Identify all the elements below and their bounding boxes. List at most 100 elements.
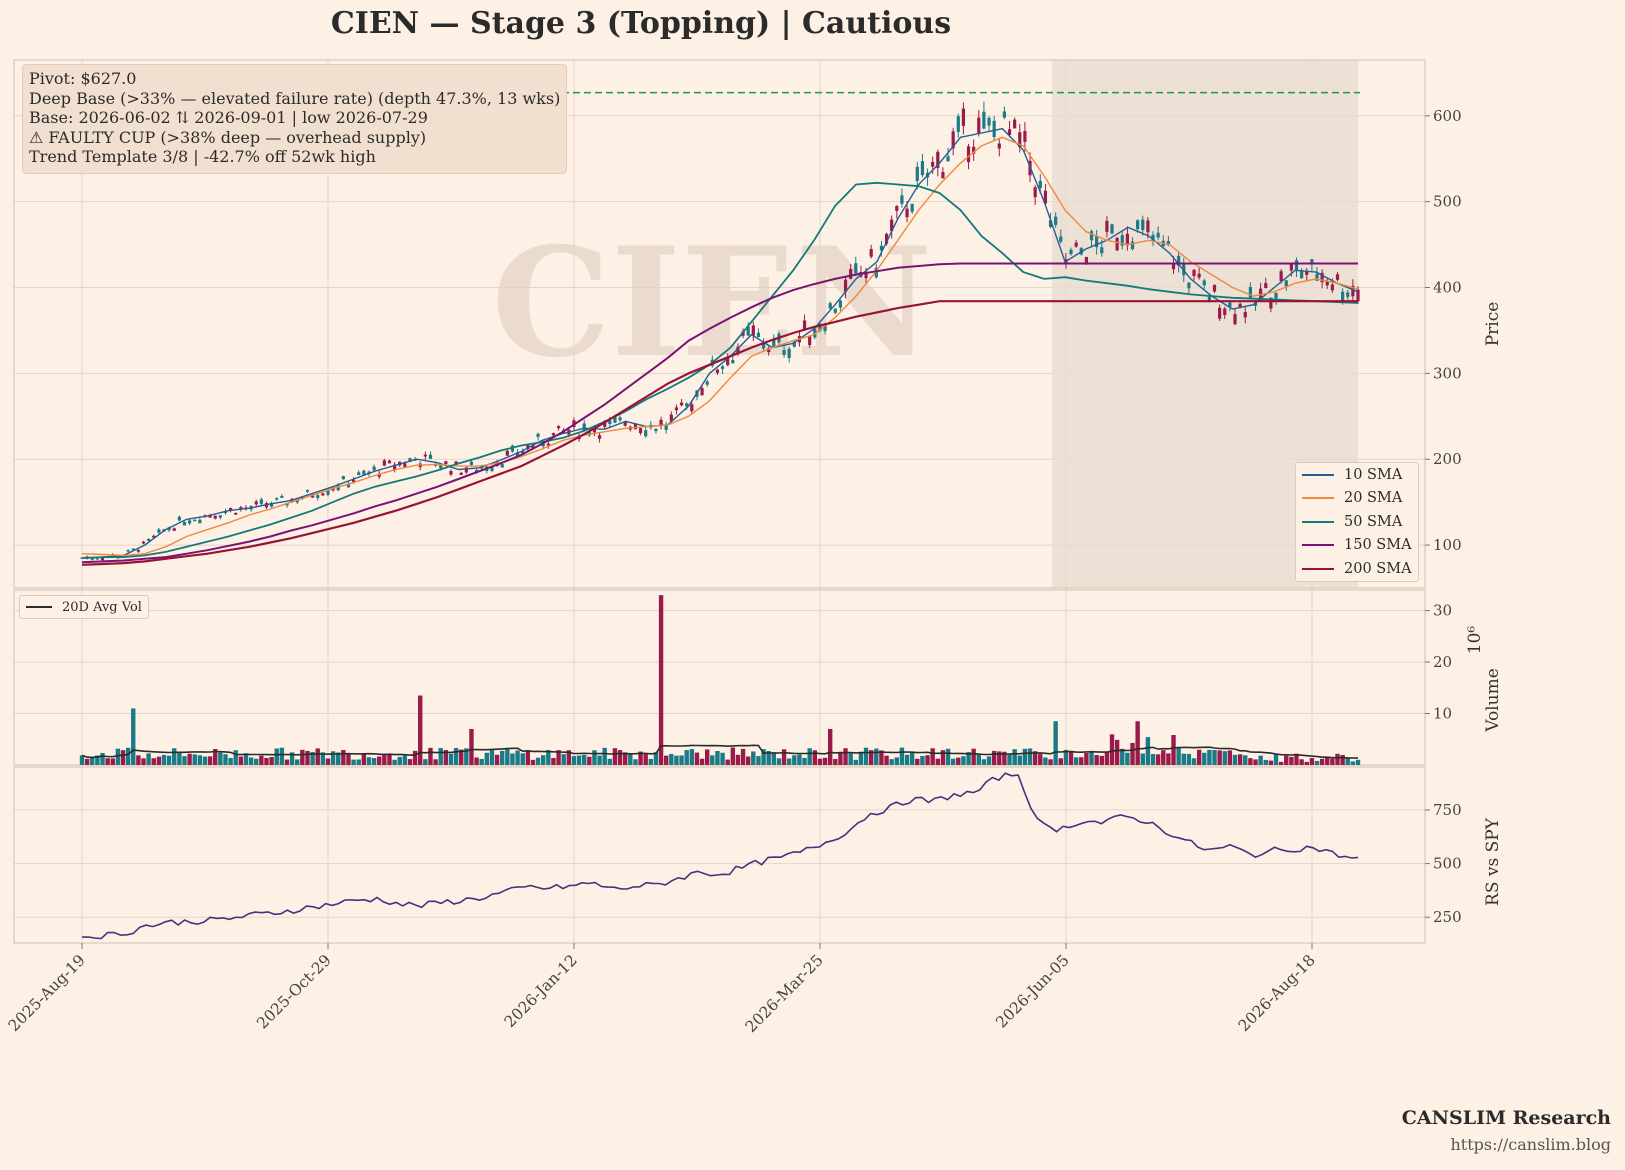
volume-bar (125, 747, 131, 765)
legend-sma20: 20 SMA (1296, 487, 1418, 511)
candle-body (1100, 247, 1104, 254)
candle-body (1243, 312, 1247, 318)
volume-bar (1299, 759, 1304, 765)
volume-bar (766, 751, 771, 765)
candle-body (172, 528, 176, 531)
volume-bar (940, 750, 946, 765)
volume-bar (459, 749, 464, 765)
volume-bar (115, 748, 121, 765)
volume-bar (1017, 755, 1022, 765)
volume-axis-label: Volume (1483, 668, 1503, 733)
candle-body (1043, 190, 1048, 204)
volume-bar (571, 756, 577, 765)
volume-bar (1248, 758, 1253, 765)
volume-bar (305, 750, 310, 765)
candle-body (346, 483, 351, 488)
volume-bar (233, 750, 238, 765)
candle-body (1084, 257, 1089, 264)
volume-bar (197, 755, 203, 765)
x-tick-label: 2026-Aug-18 (1235, 951, 1319, 1035)
volume-bar (443, 750, 449, 765)
volume-bar (950, 758, 956, 765)
candle-body (1120, 235, 1124, 246)
volume-bar (269, 757, 274, 765)
volume-bar (464, 748, 469, 765)
volume-bar (289, 752, 295, 765)
volume-bar (520, 753, 525, 765)
volume-bar (735, 754, 741, 765)
candle-body (1207, 296, 1211, 302)
volume-bar (1196, 749, 1202, 765)
volume-bar (1222, 751, 1227, 765)
candle-body (1146, 220, 1150, 233)
candle-body (623, 421, 627, 426)
volume-bar (1212, 750, 1217, 765)
price-tick-label: 600 (1433, 107, 1462, 125)
volume-legend: 20D Avg Vol (19, 595, 149, 619)
volume-bar (792, 755, 797, 765)
volume-bar (315, 748, 320, 765)
candle-body (1038, 180, 1042, 188)
candle-body (341, 476, 345, 480)
candle-body (1141, 219, 1145, 230)
volume-bar (279, 747, 285, 765)
candle-body (444, 461, 448, 464)
candle-body (751, 325, 755, 336)
sma150-line (81, 262, 1358, 564)
volume-bar (643, 754, 648, 765)
volume-bar (756, 756, 761, 765)
volume-bar (1038, 754, 1043, 765)
volume-bar (1048, 759, 1053, 765)
volume-bar (561, 754, 566, 765)
volume-bar (1073, 757, 1079, 765)
candle-body (500, 464, 504, 468)
volume-bar (1217, 750, 1222, 765)
x-tick-label: 2025-Aug-19 (5, 951, 89, 1035)
volume-bar (710, 755, 715, 765)
volume-bar (274, 748, 279, 765)
candle-body (305, 489, 310, 492)
volume-bar (997, 751, 1002, 765)
candle-body (1095, 236, 1099, 248)
x-tick-label: 2026-Jan-12 (501, 951, 581, 1031)
volume-bar (1181, 753, 1186, 765)
candle-body (126, 550, 130, 552)
candle-body (423, 454, 427, 457)
candle-body (1315, 273, 1319, 281)
candle-body (1289, 264, 1293, 271)
volume-bar (838, 751, 843, 765)
candle-body (669, 414, 673, 422)
candle-body (141, 541, 146, 544)
candle-body (746, 326, 750, 336)
volume-bar (1309, 758, 1315, 765)
candle-body (90, 557, 94, 560)
candle-body (275, 498, 279, 500)
candle-body (1136, 220, 1140, 230)
volume-bar (546, 750, 551, 765)
volume-bar (658, 595, 664, 765)
volume-bar (330, 751, 336, 765)
volume-bar (1120, 748, 1125, 765)
candle-body (208, 515, 212, 518)
volume-bar (689, 749, 695, 765)
candle-body (987, 117, 991, 126)
volume-bar (1202, 752, 1207, 765)
candle-body (884, 233, 889, 244)
volume-bar (884, 755, 889, 765)
candle-body (218, 515, 222, 518)
volume-bar (909, 752, 915, 765)
volume-bar (925, 755, 930, 765)
volume-bar (961, 756, 966, 765)
candle-body (705, 381, 709, 385)
volume-bar (1135, 721, 1140, 765)
volume-bar (213, 748, 218, 765)
candle-body (1023, 130, 1027, 142)
volume-bar (90, 757, 95, 765)
candle-body (659, 419, 663, 426)
volume-bar (935, 758, 940, 765)
volume-bar (177, 752, 182, 765)
candle-body (638, 428, 643, 434)
volume-bar (1130, 742, 1135, 765)
volume-bar (1027, 748, 1033, 765)
